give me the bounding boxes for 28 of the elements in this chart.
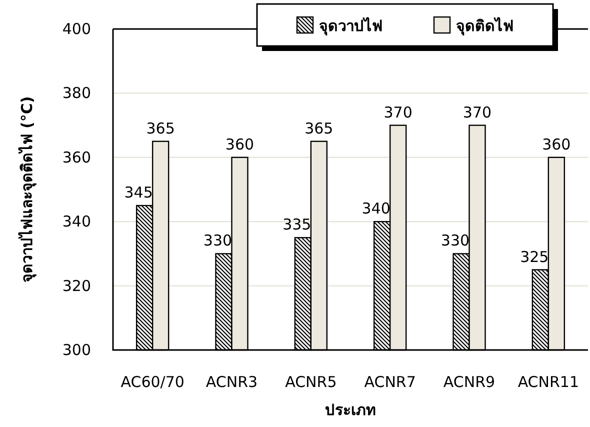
y-tick-label: 320 xyxy=(62,276,91,295)
x-tick-label: AC60/70 xyxy=(120,373,184,391)
data-label: 370 xyxy=(462,103,492,122)
y-tick-label: 340 xyxy=(62,212,91,231)
y-tick-label: 400 xyxy=(62,20,91,38)
data-label: 360 xyxy=(542,135,571,154)
data-label: 365 xyxy=(304,119,334,138)
data-label: 330 xyxy=(203,232,232,250)
y-axis-title: จุดวาปไฟและจุดติดไฟ (°C) xyxy=(17,96,37,283)
x-axis-title: ประเภท xyxy=(325,401,376,419)
x-tick-label: ACNR3 xyxy=(206,373,258,391)
y-tick-label: 360 xyxy=(62,148,91,166)
data-label: 370 xyxy=(384,103,412,122)
data-label: 360 xyxy=(225,135,254,154)
x-tick-label: ACNR5 xyxy=(285,373,337,391)
y-tick-label: 380 xyxy=(62,84,91,102)
data-label: 330 xyxy=(440,232,470,250)
data-label: 325 xyxy=(520,248,549,266)
legend-label: จุดวาปไฟ xyxy=(319,16,383,36)
data-label: 340 xyxy=(362,200,390,218)
data-label: 365 xyxy=(146,119,175,138)
x-tick-label: ACNR7 xyxy=(364,373,416,391)
data-label: 335 xyxy=(282,216,312,234)
legend-label: จุดติดไฟ xyxy=(456,16,514,36)
x-tick-label: ACNR11 xyxy=(518,373,580,391)
data-label: 345 xyxy=(124,184,153,202)
y-tick-label: 300 xyxy=(62,341,91,359)
x-tick-label: ACNR9 xyxy=(443,373,496,391)
